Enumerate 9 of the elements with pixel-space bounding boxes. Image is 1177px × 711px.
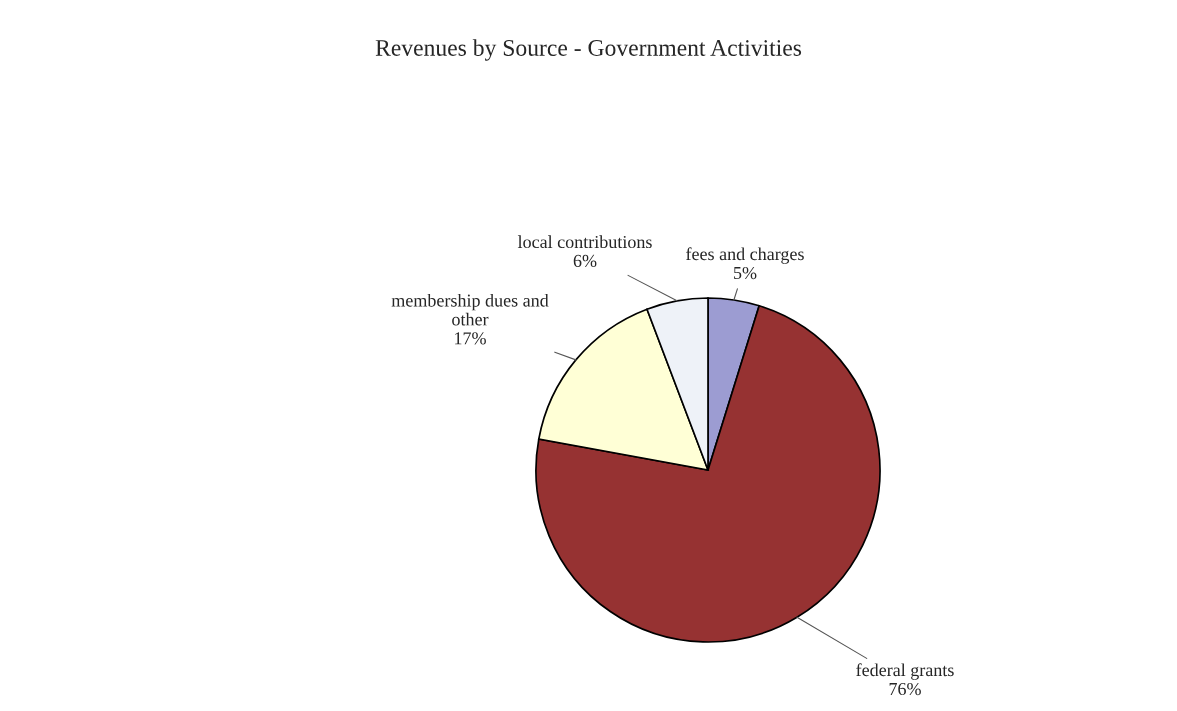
chart-title: Revenues by Source - Government Activities <box>375 39 802 61</box>
slice-label: membership dues and other <box>391 293 549 326</box>
data-label: 5% <box>734 266 757 280</box>
slice-label: federal grants <box>856 663 954 680</box>
slice-label: local contributions <box>517 235 652 249</box>
data-label: 17% <box>455 332 486 345</box>
data-label: 76% <box>889 682 921 696</box>
data-label: 6% <box>573 254 597 268</box>
slice-label: fees and charges <box>686 247 804 264</box>
